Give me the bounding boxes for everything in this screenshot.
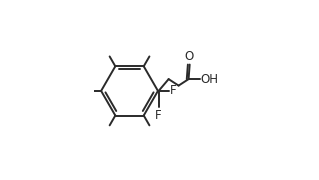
Text: F: F bbox=[170, 84, 176, 97]
Text: F: F bbox=[155, 109, 162, 122]
Text: O: O bbox=[185, 50, 194, 64]
Text: OH: OH bbox=[201, 73, 219, 86]
